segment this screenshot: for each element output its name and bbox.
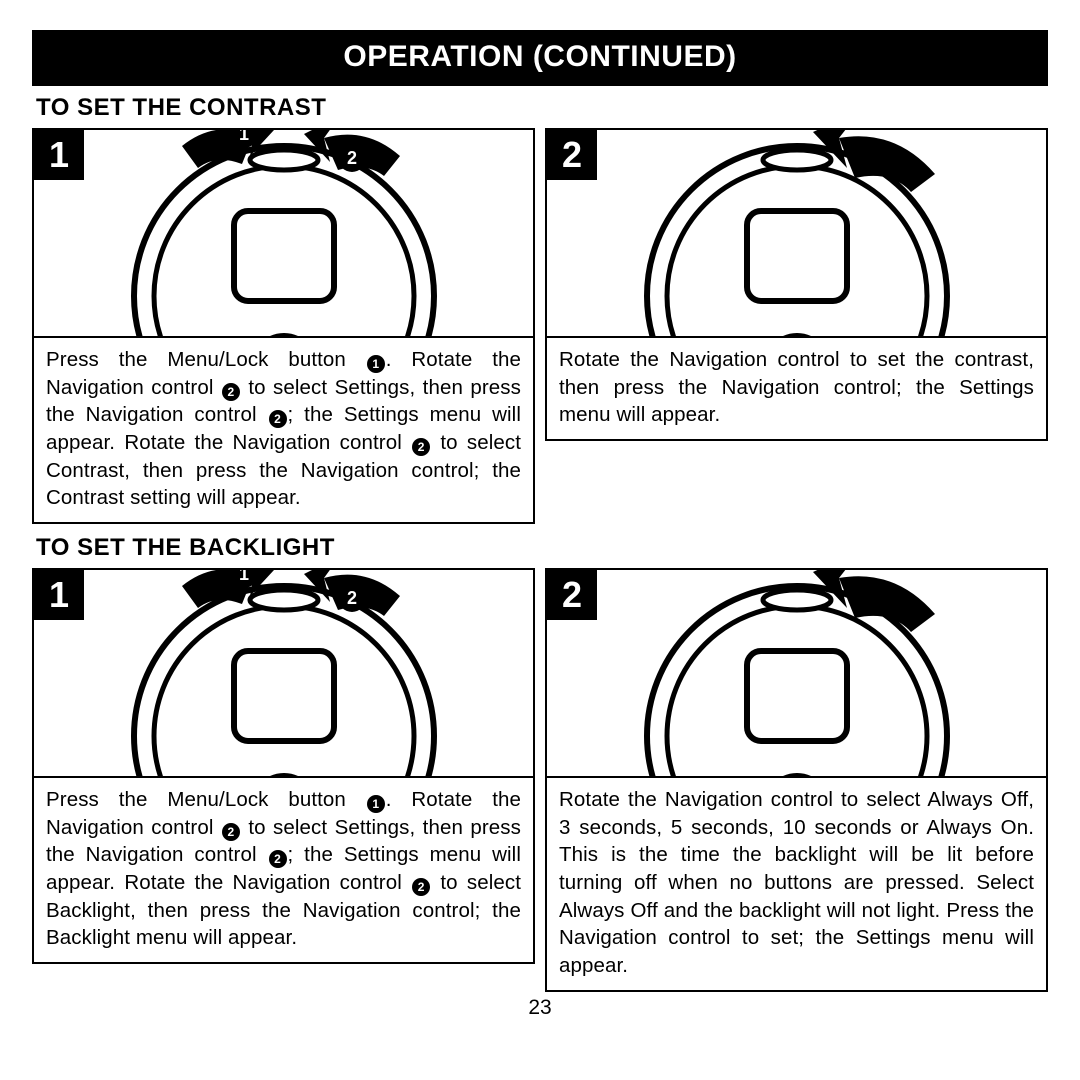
circled-2-icon: 2 [269, 410, 287, 428]
circled-2-icon: 2 [412, 438, 430, 456]
section-2-panel-1: 1 1 2 [32, 568, 535, 778]
circled-1-icon: 1 [367, 795, 385, 813]
section-1-panel-1: 1 1 2 [32, 128, 535, 338]
section-2-caption-2: Rotate the Navigation control to select … [545, 778, 1048, 992]
section-1-row: 1 1 2 Pres [32, 128, 1048, 524]
circled-1-icon: 1 [367, 355, 385, 373]
step-number-badge: 1 [34, 570, 84, 620]
device-diagram-two-arrows: 1 2 [104, 568, 464, 778]
caption-text: Press the Menu/Lock button [46, 348, 366, 371]
circled-2-icon: 2 [412, 878, 430, 896]
section-2-heading: TO SET THE BACKLIGHT [36, 534, 1048, 562]
device-diagram-one-arrow [617, 568, 977, 778]
svg-text:2: 2 [346, 148, 356, 168]
section-1-col-2: 2 Rotate the Navigation control to set t… [545, 128, 1048, 524]
svg-text:2: 2 [346, 588, 356, 608]
circled-2-icon: 2 [222, 383, 240, 401]
svg-text:1: 1 [238, 128, 248, 144]
section-1-panel-2: 2 [545, 128, 1048, 338]
section-2-row: 1 1 2 Press the Menu/Lock button 1. Rota… [32, 568, 1048, 992]
circled-2-icon: 2 [222, 823, 240, 841]
caption-text: Press the Menu/Lock button [46, 788, 366, 811]
section-1-heading: TO SET THE CONTRAST [36, 94, 1048, 122]
section-1-col-1: 1 1 2 Pres [32, 128, 535, 524]
page-banner: OPERATION (CONTINUED) [32, 30, 1048, 86]
section-1-caption-1: Press the Menu/Lock button 1. Rotate the… [32, 338, 535, 524]
svg-text:1: 1 [238, 568, 248, 584]
section-1-caption-2: Rotate the Navigation control to set the… [545, 338, 1048, 441]
section-2-col-1: 1 1 2 Press the Menu/Lock button 1. Rota… [32, 568, 535, 992]
device-diagram-one-arrow [617, 128, 977, 338]
step-number-badge: 1 [34, 130, 84, 180]
circled-2-icon: 2 [269, 850, 287, 868]
section-2-col-2: 2 Rotate the Navigation control to selec… [545, 568, 1048, 992]
step-number-badge: 2 [547, 130, 597, 180]
device-diagram-two-arrows: 1 2 [104, 128, 464, 338]
section-2-panel-2: 2 [545, 568, 1048, 778]
step-number-badge: 2 [547, 570, 597, 620]
page-number: 23 [32, 996, 1048, 1020]
section-2-caption-1: Press the Menu/Lock button 1. Rotate the… [32, 778, 535, 964]
